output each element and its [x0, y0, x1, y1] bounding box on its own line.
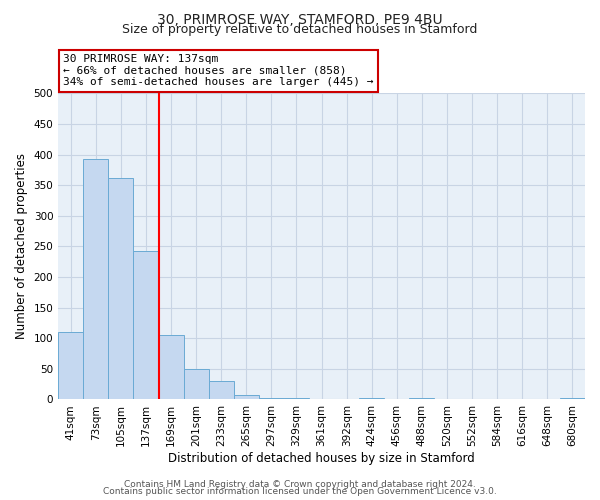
Bar — [109, 178, 133, 400]
Text: 30, PRIMROSE WAY, STAMFORD, PE9 4BU: 30, PRIMROSE WAY, STAMFORD, PE9 4BU — [157, 12, 443, 26]
Bar — [560, 398, 585, 400]
Bar — [158, 335, 184, 400]
Bar — [284, 398, 309, 400]
Text: Contains public sector information licensed under the Open Government Licence v3: Contains public sector information licen… — [103, 487, 497, 496]
Bar — [234, 394, 259, 400]
Bar — [259, 398, 284, 400]
Bar — [209, 381, 234, 400]
Bar — [409, 398, 434, 400]
X-axis label: Distribution of detached houses by size in Stamford: Distribution of detached houses by size … — [168, 452, 475, 465]
Bar — [83, 159, 109, 400]
Y-axis label: Number of detached properties: Number of detached properties — [15, 154, 28, 340]
Bar — [359, 398, 385, 400]
Text: Size of property relative to detached houses in Stamford: Size of property relative to detached ho… — [122, 22, 478, 36]
Bar — [58, 332, 83, 400]
Bar — [184, 369, 209, 400]
Bar — [133, 250, 158, 400]
Text: Contains HM Land Registry data © Crown copyright and database right 2024.: Contains HM Land Registry data © Crown c… — [124, 480, 476, 489]
Text: 30 PRIMROSE WAY: 137sqm
← 66% of detached houses are smaller (858)
34% of semi-d: 30 PRIMROSE WAY: 137sqm ← 66% of detache… — [64, 54, 374, 88]
